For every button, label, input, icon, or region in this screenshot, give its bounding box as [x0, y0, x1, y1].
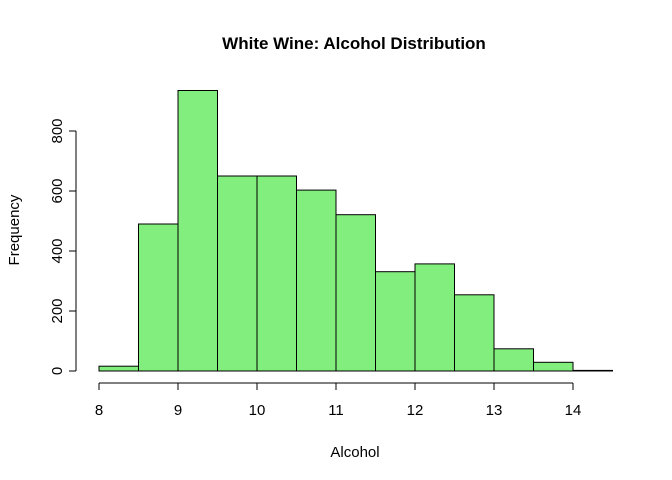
y-tick-label: 400: [49, 238, 66, 263]
chart-title: White Wine: Alcohol Distribution: [222, 34, 486, 53]
y-tick-label: 200: [49, 298, 66, 323]
x-tick-label: 11: [328, 402, 344, 419]
x-tick-label: 12: [407, 402, 424, 419]
histogram-bar: [335, 214, 376, 372]
histogram-bar: [98, 365, 139, 372]
y-axis-title: Frequency: [6, 194, 23, 265]
x-axis: 8 9 10 11 12 13 14: [95, 382, 582, 419]
histogram-bar: [533, 361, 574, 372]
histogram-bar: [138, 223, 179, 372]
x-tick-label: 8: [95, 402, 103, 419]
x-tick-label: 13: [486, 402, 503, 419]
histogram-bar: [375, 271, 416, 372]
x-tick-label: 10: [249, 402, 266, 419]
histogram-bar: [217, 175, 258, 372]
histogram-bar: [454, 294, 495, 372]
y-tick-label: 800: [49, 118, 66, 143]
histogram-bar: [296, 189, 337, 372]
x-axis-title: Alcohol: [330, 444, 379, 461]
histogram-bar: [177, 90, 218, 372]
x-tick-label: 9: [174, 402, 182, 419]
histogram-bar: [414, 263, 455, 372]
x-tick-label: 14: [565, 402, 582, 419]
histogram-bar: [493, 348, 534, 372]
y-axis: 0 200 400 600 800: [49, 118, 77, 375]
histogram-bar: [572, 369, 613, 372]
y-tick-label: 0: [49, 367, 66, 375]
y-tick-label: 600: [49, 178, 66, 203]
histogram-bar: [256, 175, 297, 372]
bars-group: [98, 90, 613, 372]
